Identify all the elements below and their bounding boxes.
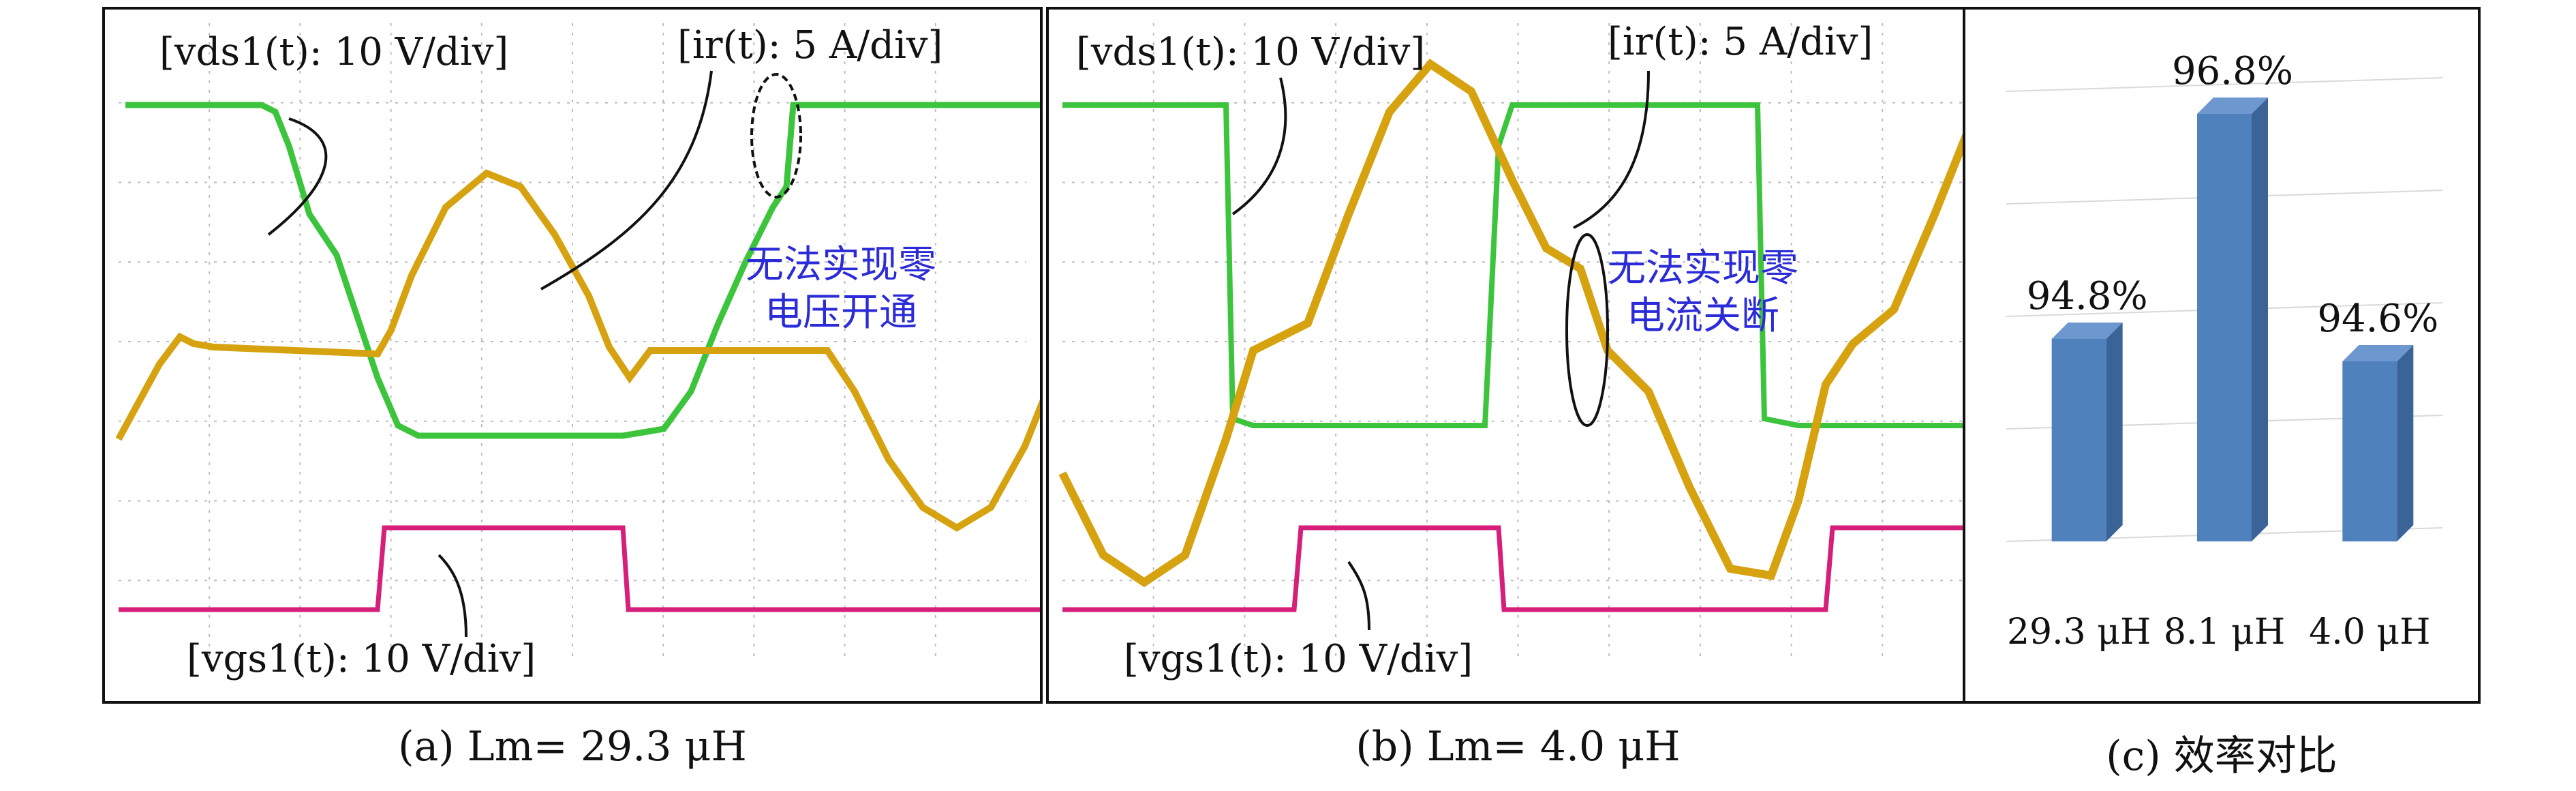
scope-a-grid <box>119 23 1026 660</box>
scope-panel-a: [vds1(t): 10 V/div] [ir(t): 5 A/div] [vg… <box>102 7 1043 704</box>
caption-a: (a) Lm= 29.3 μH <box>398 723 747 771</box>
scope-b-svg <box>1058 23 1987 660</box>
bar-side <box>2106 323 2123 541</box>
bar-front <box>2051 339 2106 541</box>
efficiency-chart-panel: 94.8% 29.3 μH 96.8% 8.1 μH 94.6% 4.0 μH <box>1963 7 2481 704</box>
note-b-line2: 电流关断 <box>1627 294 1779 338</box>
waveform-vds-b <box>1062 102 1987 428</box>
bar-side <box>2397 345 2414 541</box>
scope-b-grid <box>1062 23 1974 660</box>
bar-top <box>2051 323 2123 339</box>
caption-b: (b) Lm= 4.0 μH <box>1355 723 1681 771</box>
bar-value-label: 94.8% <box>2027 274 2148 318</box>
bar-category-label: 8.1 μH <box>2164 612 2285 653</box>
scope-a-svg <box>115 23 1040 660</box>
arrow-vds-a <box>267 117 328 236</box>
bar-category-label: 4.0 μH <box>2309 612 2430 653</box>
bar <box>2197 98 2268 541</box>
label-ir-a: [ir(t): 5 A/div] <box>677 23 943 68</box>
note-b-line1: 无法实现零 <box>1608 246 1798 290</box>
label-vgs-b: [vgs1(t): 10 V/div] <box>1124 637 1473 681</box>
waveform-vgs-b <box>1062 525 1987 612</box>
bar <box>2342 345 2414 541</box>
note-a: 无法实现零 电压开通 <box>746 241 936 337</box>
note-a-line2: 电压开通 <box>765 290 917 335</box>
bar-top <box>2197 98 2268 114</box>
label-vds-a: [vds1(t): 10 V/div] <box>159 30 509 74</box>
bar-category-label: 29.3 μH <box>2007 612 2151 653</box>
waveform-vgs-a <box>119 525 1040 612</box>
arrow-ir-a <box>540 70 713 290</box>
highlight-ellipse-b <box>1565 233 1609 427</box>
arrow-vgs-a <box>438 554 467 638</box>
bar-value-label: 94.6% <box>2317 297 2438 341</box>
label-ir-b: [ir(t): 5 A/div] <box>1608 20 1873 64</box>
label-vds-b: [vds1(t): 10 V/div] <box>1076 30 1426 74</box>
bar <box>2051 323 2123 541</box>
scope-panel-b: [vds1(t): 10 V/div] [ir(t): 5 A/div] [vg… <box>1046 7 1990 704</box>
arrow-ir-b <box>1573 70 1650 229</box>
note-a-line1: 无法实现零 <box>746 243 936 287</box>
bar-value-label: 96.8% <box>2172 49 2293 93</box>
efficiency-chart-svg: 94.8% 29.3 μH 96.8% 8.1 μH 94.6% 4.0 μH <box>2006 49 2443 653</box>
waveform-ir-a <box>115 169 1040 532</box>
bar-top <box>2342 345 2414 361</box>
waveform-vds-a <box>125 102 1040 439</box>
bar-side <box>2252 98 2268 541</box>
bar-front <box>2342 361 2397 541</box>
note-b: 无法实现零 电流关断 <box>1608 245 1798 340</box>
bar-grid-line <box>2006 77 2443 92</box>
arrow-vgs-b <box>1347 561 1370 631</box>
highlight-ellipse-a <box>750 73 802 198</box>
bar-front <box>2197 114 2252 541</box>
waveform-ir-b <box>1058 59 1980 588</box>
label-vgs-a: [vgs1(t): 10 V/div] <box>187 637 536 681</box>
caption-c: (c) 效率对比 <box>2106 732 2337 780</box>
arrow-vds-b <box>1231 77 1287 215</box>
